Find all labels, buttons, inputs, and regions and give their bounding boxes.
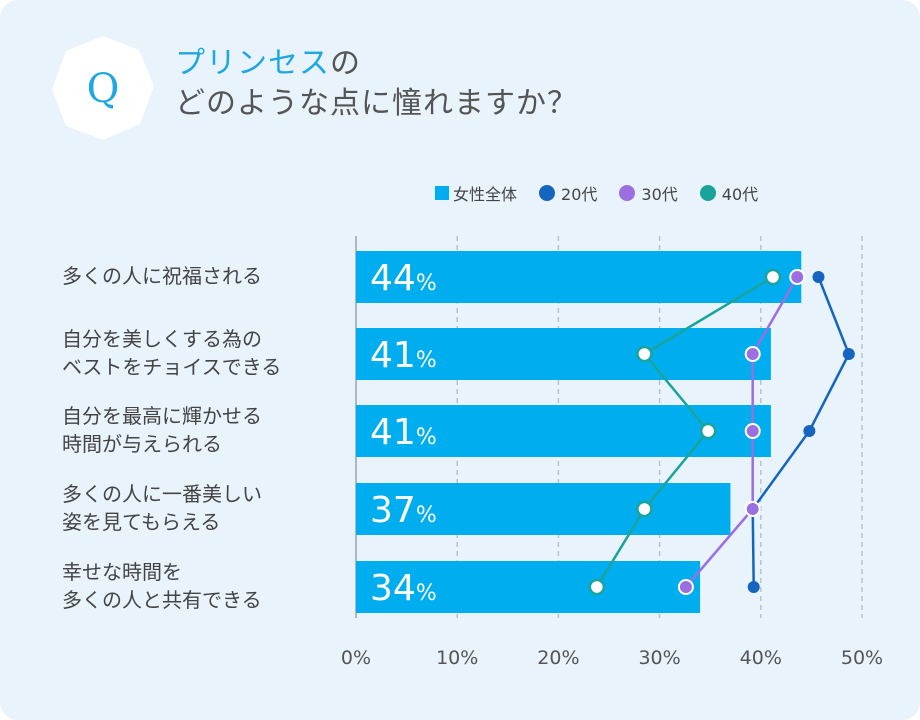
category-label-line: 多くの人と共有できる xyxy=(62,588,262,612)
data-point xyxy=(764,268,782,286)
data-point xyxy=(588,578,606,596)
legend-label: 女性全体 xyxy=(453,185,518,204)
category-label: 自分を美しくする為の ベストをチョイスできる xyxy=(62,325,352,381)
bar-value-label: 34% xyxy=(370,568,437,609)
data-point xyxy=(842,348,855,360)
category-label: 自分を最高に輝かせる 時間が与えられる xyxy=(62,402,352,458)
data-point xyxy=(789,269,806,285)
legend-item: 20代 xyxy=(539,181,597,205)
data-point xyxy=(636,345,653,363)
data-point xyxy=(803,425,816,437)
category-label-line: 多くの人に一番美しい xyxy=(62,482,262,506)
legend-item: 女性全体 xyxy=(435,181,517,205)
category-label-line: 自分を最高に輝かせる xyxy=(62,404,262,428)
legend-item: 40代 xyxy=(699,181,759,205)
legend-dot-icon xyxy=(539,185,556,201)
bar-value-label: 41% xyxy=(370,335,437,376)
legend-label: 30代 xyxy=(641,185,678,204)
bar-value-label: 37% xyxy=(370,490,437,531)
bar xyxy=(356,251,802,303)
bar-value-label: 41% xyxy=(370,412,437,453)
category-label-line: 幸せな時間を xyxy=(62,560,182,584)
category-label-line: 姿を見てもらえる xyxy=(62,510,221,534)
q-badge-icon: Q xyxy=(52,36,154,140)
data-point xyxy=(744,501,761,517)
x-tick-label: 50% xyxy=(841,647,883,669)
category-label: 多くの人に一番美しい 姿を見てもらえる xyxy=(62,480,352,536)
x-tick-label: 10% xyxy=(436,647,478,669)
category-label-line: ベストをチョイスできる xyxy=(62,355,282,379)
legend-dot-icon xyxy=(619,185,636,201)
title-line1-rest: の xyxy=(330,46,361,81)
legend-dot-icon xyxy=(699,185,716,201)
category-label: 多くの人に祝福される xyxy=(62,262,352,290)
x-tick-label: 40% xyxy=(740,647,782,669)
category-label-line: 時間が与えられる xyxy=(62,432,222,456)
x-tick-label: 0% xyxy=(341,647,371,669)
bar xyxy=(356,561,701,613)
page-title: プリンセスの どのような点に憧れますか？ xyxy=(175,44,578,124)
bar-value-label: 44% xyxy=(370,258,437,299)
x-tick-label: 20% xyxy=(537,647,579,669)
legend-item: 30代 xyxy=(619,181,678,205)
data-point xyxy=(744,423,761,439)
title-line2: どのような点に憧れますか？ xyxy=(175,86,578,121)
x-tick-label: 30% xyxy=(638,647,680,669)
legend: 女性全体 20代 30代 40代 xyxy=(435,181,780,205)
data-point xyxy=(699,422,717,440)
legend-label: 20代 xyxy=(561,185,598,204)
bar xyxy=(356,483,731,535)
title-accent: プリンセス xyxy=(175,46,330,81)
legend-label: 40代 xyxy=(721,185,759,204)
legend-square-icon xyxy=(435,186,449,200)
data-point xyxy=(744,346,761,362)
data-point xyxy=(812,271,825,283)
data-point xyxy=(677,579,694,595)
data-point xyxy=(747,581,760,593)
category-label-line: 自分を美しくする為の xyxy=(62,327,262,351)
bar xyxy=(356,328,771,380)
category-label-line: 多くの人に祝福される xyxy=(62,264,262,288)
q-badge-letter: Q xyxy=(87,66,120,112)
data-point xyxy=(636,500,653,518)
category-label: 幸せな時間を多くの人と共有できる xyxy=(62,558,352,614)
